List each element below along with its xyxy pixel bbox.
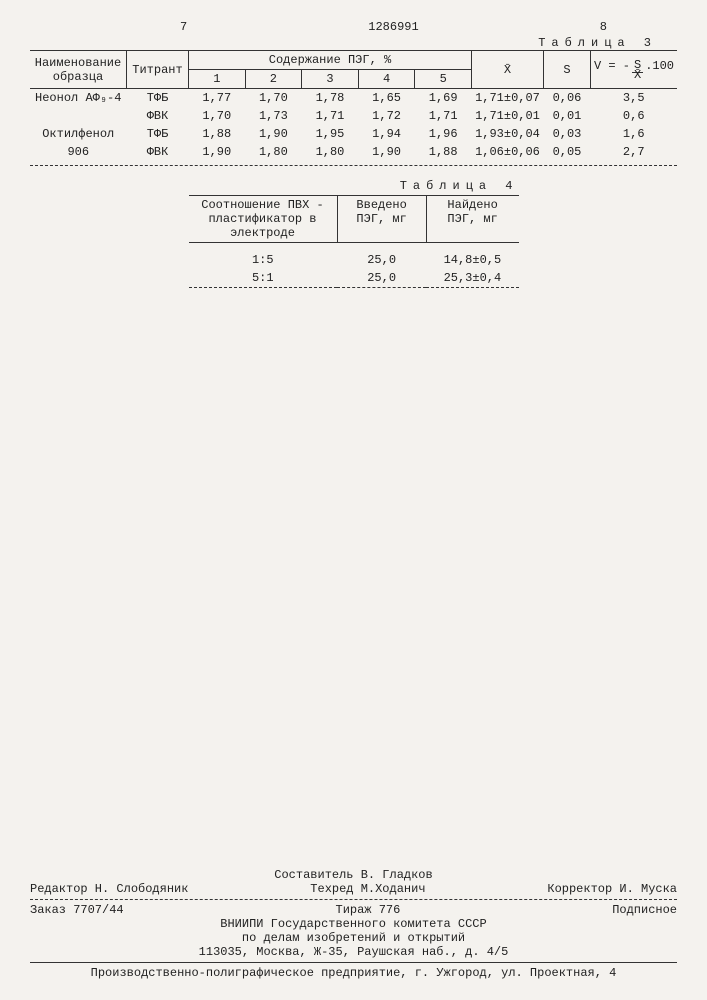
org1: ВНИИПИ Государственного комитета СССР bbox=[30, 917, 677, 931]
corrector: Корректор И. Муска bbox=[547, 882, 677, 896]
t3-h-s: S bbox=[543, 51, 590, 89]
table-row: ФВК1,701,731,711,721,711,71±0,010,010,6 bbox=[30, 107, 677, 125]
org2: по делам изобретений и открытий bbox=[30, 931, 677, 945]
table4-wrap: Таблица 4 Соотношение ПВХ - пластификато… bbox=[189, 179, 519, 293]
header-page-numbers: 7 1286991 8 bbox=[30, 20, 677, 34]
table-row: 906ФВК1,901,801,801,901,881,06±0,060,052… bbox=[30, 143, 677, 161]
t3-h-name: Наименование образца bbox=[30, 51, 127, 89]
table-row: 1:525,014,8±0,5 bbox=[189, 251, 519, 269]
t4-h-intro: Введено ПЭГ, мг bbox=[337, 196, 426, 243]
compiler: Составитель В. Гладков bbox=[30, 868, 677, 882]
print-house: Производственно-полиграфическое предприя… bbox=[30, 966, 677, 980]
doc-number: 1286991 bbox=[322, 20, 464, 34]
t3-h-v: V = -SX̄.100 bbox=[590, 51, 677, 89]
table-row: Неонол АФ₉-4ТФБ1,771,701,781,651,691,71±… bbox=[30, 89, 677, 108]
t3-h-xbar: X̄ bbox=[471, 51, 543, 89]
addr: 113035, Москва, Ж-35, Раушская наб., д. … bbox=[30, 945, 677, 959]
table3: Наименование образца Титрант Содержание … bbox=[30, 50, 677, 161]
t3-h-titrant: Титрант bbox=[127, 51, 189, 89]
t3-col-2: 2 bbox=[245, 70, 302, 89]
t3-col-1: 1 bbox=[189, 70, 246, 89]
table4: Соотношение ПВХ - пластификатор в электр… bbox=[189, 195, 519, 293]
signed: Подписное bbox=[612, 903, 677, 917]
table4-caption: Таблица 4 bbox=[189, 179, 519, 193]
t3-col-5: 5 bbox=[415, 70, 472, 89]
footer: Составитель В. Гладков Редактор Н. Слобо… bbox=[30, 868, 677, 980]
page-num-right: 8 bbox=[465, 20, 677, 34]
techred: Техред М.Ходанич bbox=[310, 882, 425, 896]
editor: Редактор Н. Слободяник bbox=[30, 882, 188, 896]
t4-h-found: Найдено ПЭГ, мг bbox=[426, 196, 518, 243]
table-row: ОктилфенолТФБ1,881,901,951,941,961,93±0,… bbox=[30, 125, 677, 143]
table-row: 5:125,025,3±0,4 bbox=[189, 269, 519, 288]
tirazh: Тираж 776 bbox=[336, 903, 401, 917]
t3-h-content: Содержание ПЭГ, % bbox=[189, 51, 472, 70]
t3-col-4: 4 bbox=[358, 70, 415, 89]
order: Заказ 7707/44 bbox=[30, 903, 124, 917]
t4-h-ratio: Соотношение ПВХ - пластификатор в электр… bbox=[189, 196, 338, 243]
page-num-left: 7 bbox=[30, 20, 322, 34]
t3-bottom-rule bbox=[30, 165, 677, 167]
table3-caption: Таблица 3 bbox=[30, 36, 677, 50]
t3-col-3: 3 bbox=[302, 70, 359, 89]
